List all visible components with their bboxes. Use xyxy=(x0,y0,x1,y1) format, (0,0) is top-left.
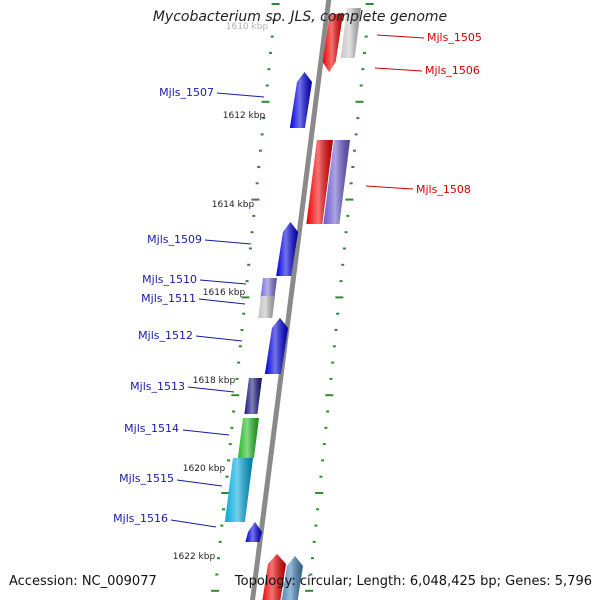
gene-arrow-mjls-1513-shading xyxy=(244,378,262,414)
coordinate-label: 1610 kbp xyxy=(226,22,269,32)
gene-label[interactable]: Mjls_1515 xyxy=(119,472,174,485)
gene-label[interactable]: Mjls_1508 xyxy=(416,183,471,196)
gene-leader-line xyxy=(199,279,247,285)
coordinate-label: 1616 kbp xyxy=(203,288,246,298)
gene-leader-line xyxy=(195,335,243,342)
gene-leader-line xyxy=(216,92,265,98)
coordinate-label: 1620 kbp xyxy=(183,464,226,474)
gene-leader-line xyxy=(374,67,423,72)
gene-label[interactable]: Mjls_1510 xyxy=(142,273,197,286)
gene-label[interactable]: Mjls_1512 xyxy=(138,329,193,342)
gene-arrow-partial-red-shading xyxy=(262,554,286,600)
gene-leader-line xyxy=(182,429,230,436)
gene-arrow-mjls-1508-shading xyxy=(323,140,350,224)
gene-leader-line xyxy=(187,386,235,393)
coordinate-label: 1622 kbp xyxy=(173,552,216,562)
gene-label[interactable]: Mjls_1506 xyxy=(425,64,480,77)
accession-text: Accession: NC_009077 xyxy=(9,574,157,589)
gene-arrow-mjls-1516-shading xyxy=(245,522,262,542)
gene-leader-line xyxy=(176,479,223,487)
gene-arrow-mjls-1506-shading xyxy=(340,8,361,58)
coordinate-label: 1618 kbp xyxy=(193,376,236,386)
gene-label[interactable]: Mjls_1513 xyxy=(130,380,185,393)
genome-summary-text: Topology: circular; Length: 6,048,425 bp… xyxy=(234,574,592,589)
gene-arrow-mjls-1510-shading xyxy=(260,278,277,298)
gene-leader-line xyxy=(204,239,252,245)
gene-leader-line xyxy=(170,519,217,528)
gene-leader-line xyxy=(365,185,414,190)
gene-label[interactable]: Mjls_1516 xyxy=(113,512,168,525)
gene-arrow-unlabeled-shading xyxy=(306,140,333,224)
gene-arrow-mjls-1511-shading xyxy=(258,296,275,318)
gene-label[interactable]: Mjls_1505 xyxy=(427,31,482,44)
gene-label[interactable]: Mjls_1509 xyxy=(147,233,202,246)
gene-label[interactable]: Mjls_1511 xyxy=(141,292,196,305)
gene-leader-line xyxy=(198,298,246,305)
gene-arrow-mjls-1505-shading xyxy=(322,14,343,72)
gene-label[interactable]: Mjls_1514 xyxy=(124,422,179,435)
gene-label[interactable]: Mjls_1507 xyxy=(159,86,214,99)
backbone-line xyxy=(250,0,332,600)
gene-arrow-mjls-1514-shading xyxy=(237,418,259,458)
genome-title: Mycobacterium sp. JLS, complete genome xyxy=(152,9,448,25)
gene-arrow-mjls-1507-shading xyxy=(289,72,312,128)
gene-leader-line xyxy=(376,34,425,39)
gene-arrow-mjls-1509-shading xyxy=(276,222,298,276)
gene-arrow-partial-steel-shading xyxy=(281,556,303,600)
gene-arrow-mjls-1512-shading xyxy=(264,318,288,374)
coordinate-label: 1612 kbp xyxy=(223,111,266,121)
gene-arrow-mjls-1515-shading xyxy=(224,458,253,522)
coordinate-label: 1614 kbp xyxy=(212,200,255,210)
